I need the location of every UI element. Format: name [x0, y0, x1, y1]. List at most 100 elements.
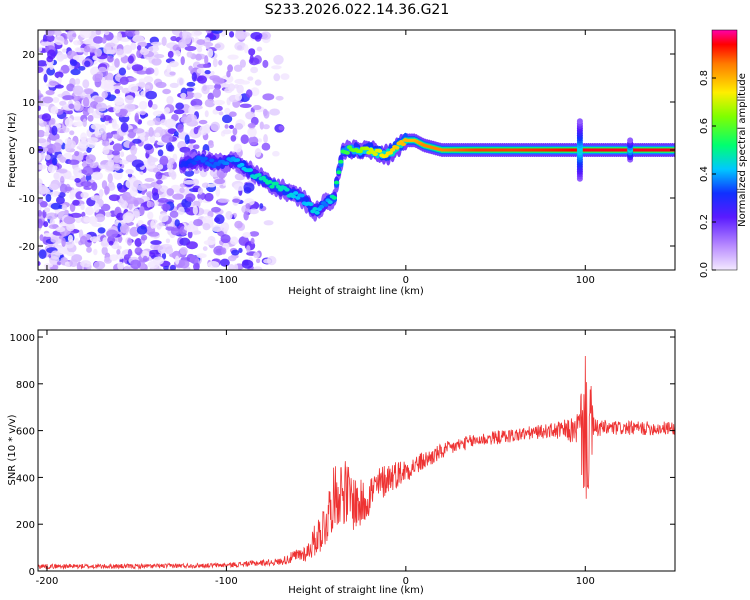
noise-blob [174, 50, 181, 56]
noise-blob [133, 208, 140, 219]
x-tick-label: -200 [36, 576, 59, 587]
noise-blob [143, 76, 154, 83]
noise-blob [138, 81, 146, 87]
noise-blob [164, 107, 171, 114]
noise-blob [183, 225, 191, 231]
noise-blob [271, 65, 282, 70]
noise-blob [166, 188, 175, 196]
noise-blob [207, 48, 214, 58]
noise-blob [193, 126, 199, 135]
noise-blob [184, 134, 190, 145]
noise-blob [82, 79, 90, 89]
noise-blob [275, 95, 284, 101]
noise-blob [73, 100, 81, 111]
noise-blob [280, 73, 290, 80]
noise-blob [169, 210, 179, 218]
noise-blob [50, 236, 59, 243]
noise-blob [148, 127, 154, 137]
noise-blob [169, 71, 176, 76]
noise-blob [131, 159, 144, 168]
ridge-segment [293, 191, 299, 195]
noise-blob [53, 191, 60, 196]
noise-blob [67, 234, 74, 243]
noise-blob [148, 157, 159, 163]
noise-blob [169, 264, 176, 270]
noise-blob [111, 118, 117, 128]
noise-blob [139, 110, 146, 116]
colorbar-gradient [711, 29, 738, 271]
noise-blob [96, 102, 108, 112]
noise-blob [124, 95, 135, 104]
noise-blob [202, 63, 212, 68]
noise-blob [133, 128, 145, 134]
noise-blob [112, 163, 121, 171]
noise-blob [250, 87, 260, 97]
noise-blob [165, 238, 171, 244]
noise-blob [38, 218, 43, 229]
noise-blob [262, 108, 268, 117]
ridge-segment [327, 200, 333, 205]
ridge-segment [323, 203, 329, 207]
noise-blob [79, 235, 88, 245]
noise-blob [147, 201, 155, 208]
ridge-segment [312, 207, 318, 211]
noise-blob [207, 92, 215, 101]
colorbar-ticks: 0.0 0.2 0.4 0.6 0.8 [699, 70, 716, 278]
noise-blob [134, 115, 139, 122]
noise-blob [179, 246, 188, 255]
noise-blob [43, 131, 50, 137]
noise-blob [46, 67, 56, 76]
noise-blob [159, 155, 169, 166]
noise-blob [102, 115, 112, 122]
ridge-segment [387, 150, 394, 155]
noise-blob [136, 70, 147, 75]
noise-blob [101, 130, 107, 141]
noise-blob [55, 196, 65, 205]
ridge-segment [234, 158, 241, 162]
noise-blob [228, 111, 237, 117]
noise-blob [259, 121, 264, 130]
snr-x-axis: -200 -100 0 100 [36, 330, 595, 587]
noise-blob [132, 138, 142, 144]
noise-blob [142, 255, 148, 262]
noise-blob [175, 102, 185, 110]
noise-blob [185, 87, 194, 92]
noise-blob [186, 51, 193, 58]
noise-blob [113, 133, 121, 140]
noise-blob [195, 53, 202, 61]
noise-blob [249, 54, 254, 64]
noise-blob [169, 82, 179, 88]
noise-blob [205, 43, 210, 50]
noise-blob [148, 45, 160, 52]
noise-blob [72, 199, 80, 206]
spectrogram-y-axis: -20 -10 0 10 20 [19, 50, 675, 253]
noise-blob [205, 30, 212, 34]
noise-blob [207, 142, 214, 149]
noise-blob [266, 255, 277, 266]
noise-blob [120, 151, 125, 158]
noise-blob [224, 87, 233, 94]
noise-blob [38, 60, 48, 67]
noise-blob [246, 245, 251, 253]
noise-blob [254, 148, 262, 158]
noise-blob [239, 59, 246, 68]
noise-blob [101, 90, 108, 99]
noise-blob [38, 164, 47, 170]
noise-blob [245, 203, 251, 209]
noise-blob [124, 103, 136, 112]
noise-blob [144, 177, 155, 182]
noise-blob [250, 31, 263, 40]
ridge-segment [239, 162, 245, 167]
noise-blob [134, 238, 143, 247]
noise-blob [119, 37, 131, 42]
noise-blob [146, 119, 155, 127]
ridge-segment [191, 161, 198, 166]
noise-blob [38, 118, 44, 124]
noise-blob [82, 118, 87, 128]
noise-blob [127, 55, 134, 64]
noise-blob [234, 93, 243, 101]
noise-blob [236, 45, 243, 50]
noise-blob [164, 118, 176, 128]
noise-blob [74, 237, 79, 244]
